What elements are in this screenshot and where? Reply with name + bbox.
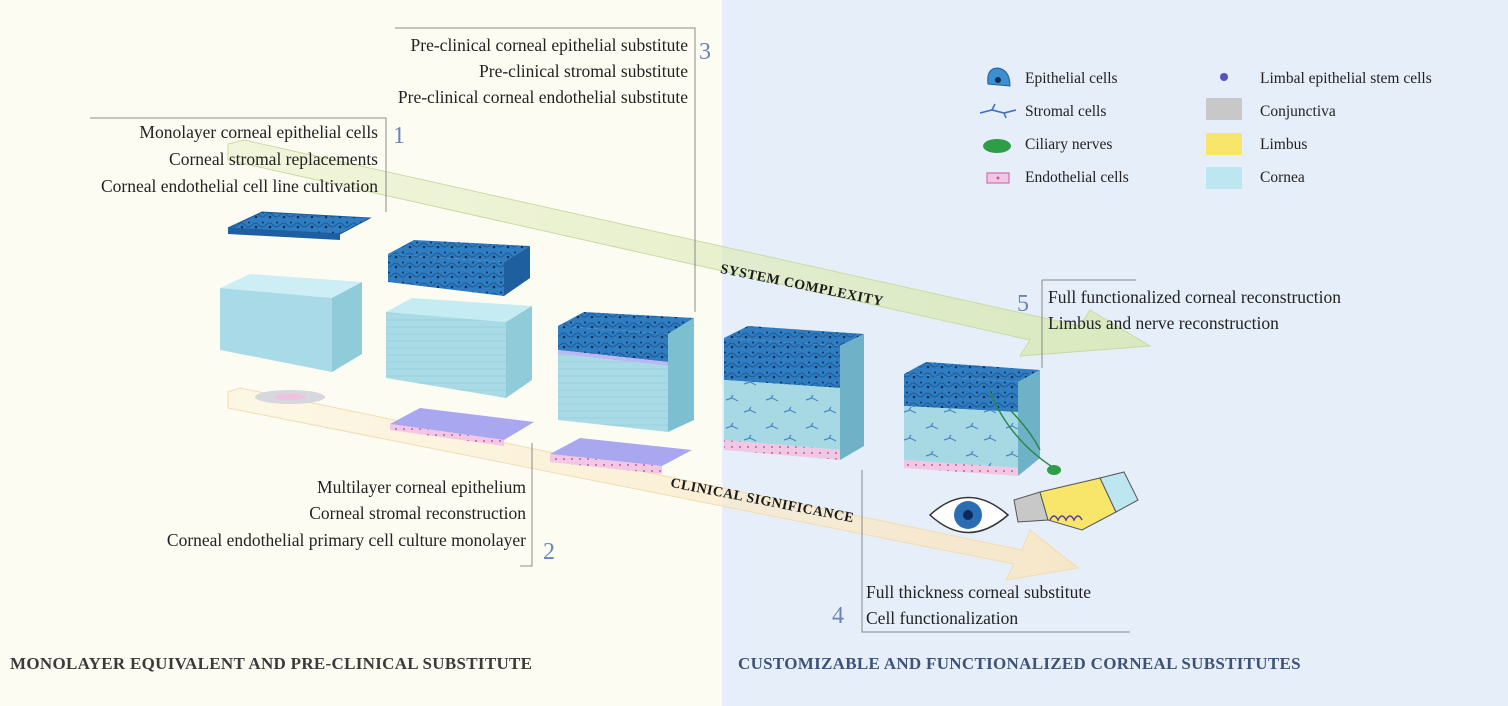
group-3-number: 3 <box>699 39 711 65</box>
group-2-line-2: Corneal stromal reconstruction <box>309 503 526 523</box>
legend-cornea: Cornea <box>1260 169 1305 186</box>
group-4-line-1: Full thickness corneal substitute <box>866 582 1092 602</box>
stage-2-models <box>386 240 534 446</box>
group-5-line-2: Limbus and nerve reconstruction <box>1048 313 1279 333</box>
group-1-line-3: Corneal endothelial cell line cultivatio… <box>101 176 378 196</box>
legend-stromal-cells: Stromal cells <box>1025 103 1107 120</box>
legend-endothelial-cells: Endothelial cells <box>1025 169 1129 186</box>
group-2-number: 2 <box>543 539 555 565</box>
limbus-swatch <box>1206 133 1242 155</box>
bracket-lines <box>90 27 1136 633</box>
conjunctiva-swatch <box>1206 98 1242 120</box>
footer-left-title: MONOLAYER EQUIVALENT AND PRE-CLINICAL SU… <box>10 654 533 673</box>
group-2-line-1: Multilayer corneal epithelium <box>317 477 526 497</box>
legend-epithelial-cells: Epithelial cells <box>1025 70 1118 87</box>
group-4-line-2: Cell functionalization <box>866 608 1019 628</box>
stage-4-models <box>724 326 864 460</box>
group-3-line-3: Pre-clinical corneal endothelial substit… <box>397 87 688 107</box>
legend-icons <box>979 67 1242 189</box>
stromal-cell-icon <box>979 103 1017 119</box>
group-5-line-1: Full functionalized corneal reconstructi… <box>1048 287 1342 307</box>
group-2-line-3: Corneal endothelial primary cell culture… <box>166 530 526 550</box>
footer-right-title: CUSTOMIZABLE AND FUNCTIONALIZED CORNEAL … <box>738 654 1301 673</box>
legend-limbal-stem-cells: Limbal epithelial stem cells <box>1260 70 1432 87</box>
cornea-swatch <box>1206 167 1242 189</box>
legend-limbus: Limbus <box>1260 136 1308 153</box>
group-4-number: 4 <box>832 603 844 629</box>
group-1-number: 1 <box>393 123 405 149</box>
system-complexity-arrow <box>227 139 1152 357</box>
stem-cell-icon <box>1220 73 1228 81</box>
group-1-line-2: Corneal stromal replacements <box>169 149 378 169</box>
group-3-line-1: Pre-clinical corneal epithelial substitu… <box>410 35 688 55</box>
group-5-number: 5 <box>1017 291 1029 317</box>
group-1-line-1: Monolayer corneal epithelial cells <box>139 122 378 142</box>
stage-3-models <box>550 312 694 474</box>
ciliary-nerve-icon <box>983 139 1011 153</box>
endothelial-cell-icon <box>986 172 1010 184</box>
legend-conjunctiva: Conjunctiva <box>1260 103 1336 120</box>
stage-1-models <box>220 211 372 404</box>
group-3-line-2: Pre-clinical stromal substitute <box>479 61 688 81</box>
legend-ciliary-nerves: Ciliary nerves <box>1025 136 1113 153</box>
epithelial-cell-icon <box>987 67 1011 87</box>
stage-5-models <box>904 362 1139 534</box>
